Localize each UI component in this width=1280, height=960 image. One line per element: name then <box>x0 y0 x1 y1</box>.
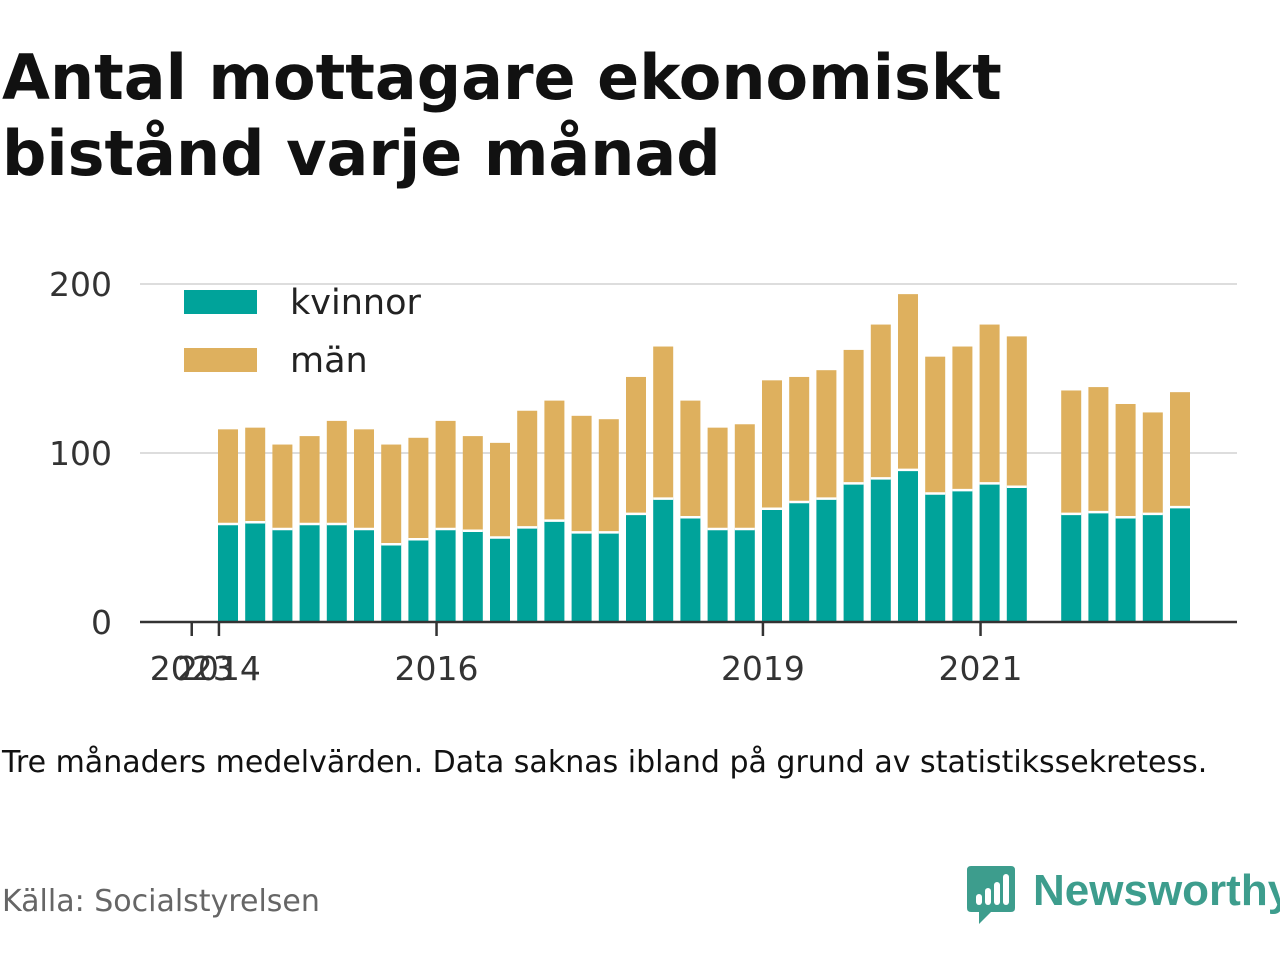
x-tick-label: 2023 <box>150 649 234 688</box>
bar-kvinnor <box>435 529 456 622</box>
bar-man <box>870 324 891 479</box>
bar-man <box>571 415 592 533</box>
y-axis-ticks: 0 100 200 <box>49 265 112 642</box>
bar-kvinnor <box>299 523 320 622</box>
chart-note: Tre månaders medelvärden. Data saknas ib… <box>2 745 1208 780</box>
bar-man <box>626 376 646 514</box>
bar-kvinnor <box>653 498 674 622</box>
bar-kvinnor <box>408 539 429 622</box>
bar-man <box>925 356 946 494</box>
bar-kvinnor <box>843 483 864 622</box>
bar-kvinnor <box>490 537 510 622</box>
y-tick-label: 100 <box>49 434 112 473</box>
bar-man <box>707 427 728 530</box>
bar-kvinnor <box>1170 507 1190 622</box>
bar-kvinnor <box>870 478 891 622</box>
bar-kvinnor <box>680 517 701 622</box>
legend: kvinnor män <box>184 283 421 381</box>
bar-kvinnor <box>979 483 1000 622</box>
source-text: Källa: Socialstyrelsen <box>2 884 320 919</box>
bar-man <box>653 346 674 499</box>
bar-man <box>816 370 837 499</box>
bar-kvinnor <box>245 522 266 622</box>
bar-man <box>218 429 238 524</box>
bar-man <box>490 442 510 538</box>
bar-man <box>326 420 347 524</box>
bar-man <box>898 294 918 470</box>
bar-kvinnor <box>1088 512 1109 622</box>
bar-man <box>1061 390 1082 514</box>
legend-swatch <box>184 290 257 314</box>
brand-name: Newsworthy <box>1033 866 1280 915</box>
y-tick-label: 0 <box>91 603 112 642</box>
bar-kvinnor <box>1006 486 1027 622</box>
bar-kvinnor <box>1115 517 1136 622</box>
bar-man <box>952 346 973 491</box>
bar-chart-speech-bubble-icon <box>967 866 1015 924</box>
x-tick-label: 2016 <box>395 649 479 688</box>
x-tick-label: 2019 <box>721 649 805 688</box>
bar-kvinnor <box>1142 513 1163 622</box>
bar-kvinnor <box>381 544 402 622</box>
bar-man <box>435 420 456 530</box>
bar-man <box>1142 412 1163 514</box>
bar-kvinnor <box>462 530 483 622</box>
bar-man <box>245 427 266 523</box>
bar-man <box>979 324 1000 484</box>
bar-man <box>1088 387 1109 513</box>
bar-kvinnor <box>218 523 238 622</box>
bar-man <box>381 444 402 545</box>
bar-kvinnor <box>272 529 293 622</box>
bar-man <box>354 429 374 530</box>
x-tick-label: 2021 <box>939 649 1023 688</box>
bar-man <box>408 437 429 540</box>
bar-kvinnor <box>734 529 755 622</box>
bar-kvinnor <box>707 529 728 622</box>
bar-kvinnor <box>517 527 538 622</box>
legend-label: kvinnor <box>290 283 421 323</box>
bar-kvinnor <box>571 532 592 622</box>
bar-kvinnor <box>1061 513 1082 622</box>
x-axis-ticks: 2014 2016 2019 2021 2023 <box>150 622 1023 688</box>
legend-label: män <box>290 341 368 381</box>
bar-kvinnor <box>925 493 946 622</box>
bar-kvinnor <box>598 532 619 622</box>
bar-kvinnor <box>816 498 837 622</box>
bar-kvinnor <box>326 523 347 622</box>
bars <box>218 294 1190 622</box>
bar-man <box>299 436 320 524</box>
bar-man <box>680 400 701 518</box>
bar-kvinnor <box>626 513 646 622</box>
bar-kvinnor <box>789 502 810 622</box>
bar-man <box>544 400 565 521</box>
bar-man <box>272 444 293 530</box>
bar-kvinnor <box>952 490 973 622</box>
bar-man <box>1006 336 1027 487</box>
bar-man <box>1115 403 1136 518</box>
newsworthy-logo[interactable]: Newsworthy <box>965 864 1280 924</box>
bar-man <box>789 376 810 503</box>
bar-man <box>598 419 619 533</box>
stacked-bar-chart: 0 100 200 2014 2016 2019 2021 2023 kvinnor män <box>49 265 1237 688</box>
bar-kvinnor <box>898 469 918 622</box>
bar-man <box>762 380 782 509</box>
bar-man <box>843 349 864 484</box>
legend-swatch <box>184 348 257 372</box>
bar-kvinnor <box>544 520 565 622</box>
bar-kvinnor <box>354 529 374 622</box>
x-tick-label: 2014 <box>177 649 261 688</box>
y-tick-label: 200 <box>49 265 112 304</box>
bar-kvinnor <box>762 508 782 622</box>
bar-man <box>1170 392 1190 508</box>
bar-man <box>517 410 538 528</box>
bar-man <box>462 436 483 531</box>
chart-title: Antal mottagare ekonomiskt bistånd varje… <box>2 41 1002 190</box>
bar-man <box>734 424 755 530</box>
